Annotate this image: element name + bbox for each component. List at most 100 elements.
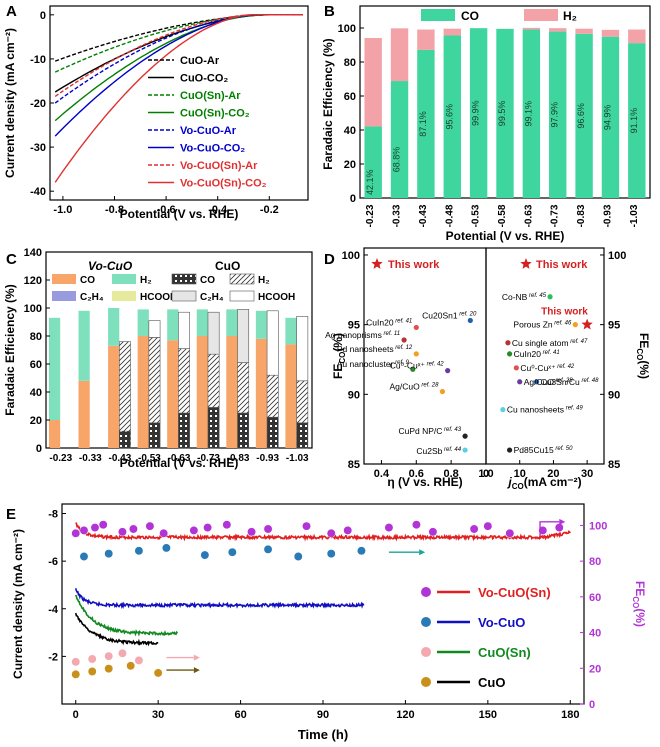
b-bar-co: [522, 29, 541, 199]
c-bar-cuo_co: [148, 422, 161, 449]
e-fe-dot: [343, 525, 353, 535]
d-xtick-label-right: 10: [514, 468, 526, 480]
d-point-label-left: Au nanocluster ref. 9: [337, 359, 410, 369]
c-bar-vo_h2: [255, 310, 268, 339]
e-fe-dot: [411, 520, 421, 530]
c-bar-vo_co: [108, 345, 120, 448]
e-legend-dot: [421, 677, 431, 687]
d-point-label-right: Porous Zn ref. 46: [513, 320, 572, 330]
b-bar-co: [469, 28, 488, 199]
c-bar-vo_co: [48, 420, 61, 448]
xlabel-unit: (mA cm⁻²): [524, 475, 582, 489]
b-ytick-label: 60: [344, 91, 356, 103]
b-bar-h2: [549, 28, 567, 32]
d-point-label-right: CuIn20 ref. 41: [514, 349, 560, 359]
panel-a-lines: [54, 13, 303, 183]
panel-e-fe-dots: [71, 518, 566, 679]
panel-c-ylabel: Faradaic Efficiency (%): [3, 284, 17, 415]
c-bar-cuo_h2: [296, 380, 309, 424]
d-point-ref: ref. 12: [394, 345, 413, 351]
d-point-ref: ref. 49: [564, 406, 583, 412]
d-this-work-label-right: This work: [541, 307, 588, 318]
e-arrow-vo-head: [419, 549, 426, 556]
e-ytick-label-right: 20: [589, 663, 601, 675]
c-legend-swatch: [52, 291, 76, 301]
a-legend-label: Vo-CuO-Ar: [180, 125, 237, 137]
c-bar-cuo_h2: [237, 362, 250, 414]
c-bar-cuo_co: [266, 416, 279, 449]
d-point-label-left: Pd nanosheets ref. 12: [337, 344, 413, 354]
d-point-left: [410, 366, 416, 372]
d-point-left: [439, 388, 446, 395]
c-ytick-label: 120: [24, 275, 42, 287]
d-point-ref: ref. 41: [394, 318, 413, 324]
e-xtick-label: 180: [561, 709, 579, 721]
e-legend-dot: [421, 647, 431, 657]
c-ytick-label: 140: [24, 247, 42, 259]
b-xtick-label: -0.93: [602, 204, 613, 227]
panel-b-ylabel: Faradaic Efficiency (%): [321, 38, 335, 169]
c-bar-vo_h2: [108, 308, 120, 346]
c-bar-vo_h2: [226, 309, 238, 336]
panel-d-left-xlabel: η (V vs. RHE): [387, 475, 462, 489]
e-fe-dot: [505, 528, 515, 538]
e-legend-label: Vo-CuO: [478, 615, 525, 630]
e-arrow-cuosn-head: [193, 654, 200, 661]
a-ytick-label: -20: [30, 98, 46, 110]
c-bar-vo_h2: [48, 317, 61, 420]
panel-b: B 42.1% 68.8% 87.1% 95.6% 99.9% 99.5% 99.1% 97.…: [321, 3, 651, 243]
c-legend-label: C₂H₄: [80, 292, 104, 303]
a-xtick-label: -1.0: [53, 204, 72, 216]
c-bar-cuo_c2h4: [207, 311, 220, 355]
c-bar-vo_h2: [196, 309, 208, 336]
d-point-label-left: Ag/CuO ref. 28: [389, 382, 439, 392]
panel-a-xlabel: Potential (V vs. RHE): [120, 207, 239, 221]
b-bar-h2: [417, 29, 435, 50]
legend-h2-swatch: [524, 9, 558, 21]
e-fe-dot: [90, 523, 100, 533]
e-line-3: [74, 612, 159, 647]
d-point-ref: ref. 46: [553, 321, 572, 327]
e-xtick-label: 60: [234, 709, 246, 721]
b-xtick-label: -0.58: [497, 204, 508, 227]
c-bar-cuo_co: [237, 412, 250, 449]
panel-d-letter: D: [324, 251, 335, 268]
e-xtick-label: 120: [396, 709, 414, 721]
c-bar-cuo_h2: [148, 337, 161, 424]
c-ytick-label: 100: [24, 303, 42, 315]
d-point-ref: ref. 9: [393, 360, 409, 366]
c-bar-cuo_co: [207, 407, 220, 449]
e-ytick-label-right: 100: [589, 520, 607, 532]
e-fe-dot: [128, 524, 138, 534]
d-xtick-label-left: 0.8: [443, 468, 458, 480]
panel-d-right-ylabel: FECO(%): [635, 333, 651, 379]
b-bar-co: [443, 35, 461, 199]
c-bar-vo_h2: [78, 310, 90, 381]
panel-e-ylabel: Current density (mA cm⁻²): [11, 529, 25, 679]
c-legend-label: H₂: [140, 275, 152, 286]
c-bar-vo_co: [167, 340, 179, 448]
b-xtick-label: -0.23: [365, 204, 376, 227]
b-data-label: 99.9%: [471, 100, 481, 126]
b-xtick-label: -0.83: [576, 204, 587, 227]
b-ytick-label: 40: [344, 125, 356, 137]
c-legend-swatch: [171, 290, 197, 302]
c-legend-swatch: [171, 273, 197, 285]
e-xtick-label: 30: [152, 709, 164, 721]
d-point-left: [413, 324, 419, 331]
c-bar-cuo_hcooh: [266, 310, 279, 376]
d-point-ref: ref. 42: [425, 362, 444, 368]
c-ytick-label: 60: [30, 359, 42, 371]
b-xtick-label: -0.48: [444, 204, 455, 227]
e-ytick-label: -8: [48, 509, 58, 521]
c-bar-vo_co: [196, 336, 208, 448]
e-fe-dot: [483, 521, 493, 531]
d-point-left: [445, 368, 451, 374]
e-fe-dot: [117, 648, 127, 658]
e-fe-dot: [79, 552, 89, 561]
b-bar-co: [364, 126, 382, 198]
d-xtick-label-left: 0.6: [409, 468, 424, 480]
panel-c-bars: [48, 308, 309, 449]
c-legend-swatch: [229, 273, 255, 285]
panel-c: C 0 20 40 60 80 100 120 140 -0.23 -0.33 -0.43 -0.53…: [3, 247, 313, 470]
